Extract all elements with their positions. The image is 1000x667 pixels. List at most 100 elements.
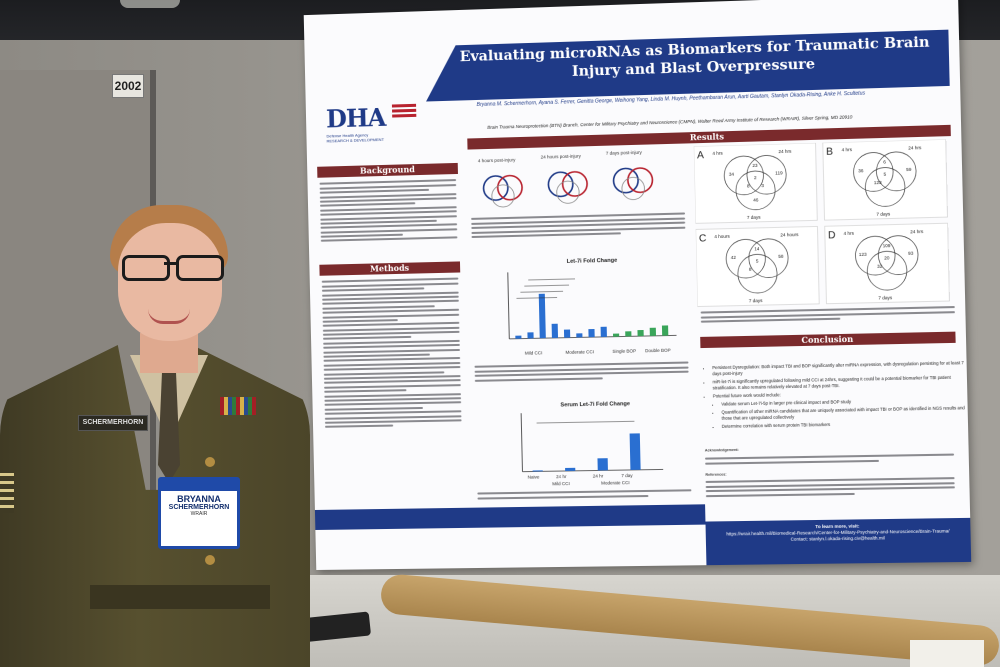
methods-text xyxy=(322,276,464,509)
badge-organization: WRAIR xyxy=(161,511,237,517)
venn-count: 34 xyxy=(729,172,735,177)
small-venn-diagrams xyxy=(473,159,678,213)
chart1-bar xyxy=(515,336,521,339)
venn-label: 4 hrs xyxy=(712,151,723,156)
venn-count: 42 xyxy=(731,255,737,260)
disclaimer-bar xyxy=(315,504,706,530)
chart1-group-1: Mild CCI xyxy=(525,350,543,355)
venn-label: 7 days xyxy=(749,298,764,303)
ngs-venn-panels: A4 hrs 24 hrs7 days342311928 346B 4 hrs 24 h… xyxy=(694,139,957,308)
presenter: SCHERMERHORN BRYANNA SCHERMERHORN WRAIR xyxy=(0,205,310,667)
learn-more-box: To learn more, visit: https://wrair.heal… xyxy=(705,518,971,565)
venn-time-label-2: 24 hours post-injury xyxy=(541,153,581,159)
venn-label: 24 hrs xyxy=(778,149,792,154)
venn-panel-letter: A xyxy=(697,150,704,161)
chart2-bar xyxy=(565,468,575,471)
references-text xyxy=(706,475,956,503)
chart1-bar xyxy=(613,334,619,337)
venn-count: 23 xyxy=(752,163,758,168)
venn-count: 20 xyxy=(884,255,890,260)
chart1-bar xyxy=(564,330,570,338)
venn-count: 36 xyxy=(858,168,864,173)
venn-label: 7 days xyxy=(876,211,891,216)
conclusion-heading: Conclusion xyxy=(700,332,955,348)
chart1-bar xyxy=(588,329,594,337)
venn-label: 4 hrs xyxy=(843,231,854,236)
chart1-bar xyxy=(539,294,546,339)
venn-panel-letter: B xyxy=(826,146,834,157)
chart1-bar xyxy=(625,331,631,336)
venn-label: 24 hrs xyxy=(910,229,924,234)
chart1-bar xyxy=(637,330,643,336)
acknowledgement-text xyxy=(705,451,954,469)
venn-label: 7 days xyxy=(747,215,762,220)
chart2-tick-4: 7 day xyxy=(621,473,632,478)
chart1-bar xyxy=(650,328,656,336)
venn-count: 93 xyxy=(908,251,914,256)
methods-heading: Methods xyxy=(319,261,460,275)
venn-count: 119 xyxy=(775,170,783,175)
figure3-caption xyxy=(701,304,956,332)
conference-name-badge: BRYANNA SCHERMERHORN WRAIR xyxy=(158,477,240,549)
chart2-bar xyxy=(597,458,607,470)
badge-first-name: BRYANNA xyxy=(161,494,237,504)
rank-chevron-icon xyxy=(0,473,14,513)
dha-logo: DHA Defense Health Agency RESEARCH & DEV… xyxy=(326,102,417,145)
significance-bracket xyxy=(524,285,569,286)
chart1-bar xyxy=(552,324,558,338)
badge-last-name: SCHERMERHORN xyxy=(161,504,237,511)
venn-label: 7 days xyxy=(878,295,893,300)
venn-count: 32 xyxy=(877,264,883,269)
venn-panel-letter: D xyxy=(828,230,836,241)
venn-label: 24 hours xyxy=(780,232,799,238)
chart2-bar xyxy=(533,470,543,471)
research-poster: DHA Defense Health Agency RESEARCH & DEV… xyxy=(304,0,972,570)
venn-panel: A 4 hrs 24 hrs 7 days 34 23 119 28 3 46 xyxy=(694,143,818,223)
eyeglasses-icon xyxy=(120,255,220,277)
figure1-caption xyxy=(471,210,686,254)
service-ribbons xyxy=(220,397,256,415)
chart1-group-2: Moderate CCI xyxy=(565,349,594,355)
chart1-bar xyxy=(576,333,582,337)
venn-count: 14 xyxy=(754,246,760,251)
venn-time-label-3: 7 days post-injury xyxy=(606,150,642,156)
venn-label: 24 hrs xyxy=(908,145,922,150)
uniform-belt xyxy=(90,585,270,609)
venn-count: 123 xyxy=(874,180,882,185)
chart2-bar xyxy=(630,433,641,470)
venn-count: 109 xyxy=(883,243,891,248)
chart1-bar xyxy=(662,325,668,335)
chart1-group-4: Double BOP xyxy=(645,348,671,354)
venn-24hr xyxy=(548,172,587,204)
chart2-group-label-2: Moderate CCI xyxy=(601,480,630,485)
venn-count: 58 xyxy=(778,254,784,259)
significance-bracket xyxy=(537,421,635,423)
significance-bracket xyxy=(520,291,563,292)
venn-count: 46 xyxy=(753,197,759,202)
significance-bracket xyxy=(516,297,557,298)
let7i-fold-change-chart xyxy=(496,264,681,349)
uniform-button xyxy=(205,457,215,467)
venn-panel: B 4 hrs 24 hrs 7 days 36 6 59 5123 xyxy=(823,139,948,220)
venn-panel-letter: C xyxy=(699,233,707,244)
significance-bracket xyxy=(528,279,575,280)
venn-panel: C4 hours 24 hours7 days42145858 xyxy=(696,226,820,306)
venn-time-label-1: 4 hours post-injury xyxy=(478,157,516,163)
venn-count: 59 xyxy=(906,167,912,172)
conclusion-list: Persistent Dysregulation: Both impact TB… xyxy=(702,360,968,432)
venn-count: 123 xyxy=(859,252,867,257)
chart1-bar xyxy=(527,332,533,338)
chart2-group-label-1: Mild CCI xyxy=(552,481,570,486)
venn-panel: D 4 hrs 24 hrs 7 days 123 109 93 2032 xyxy=(825,223,950,303)
venn-label: 4 hrs xyxy=(842,147,853,152)
figure2-caption xyxy=(474,359,689,393)
serum-let7i-chart xyxy=(509,408,674,473)
uniform-button xyxy=(205,555,215,565)
venn-7day xyxy=(613,168,653,200)
venn-4hr xyxy=(483,175,522,207)
badge-header xyxy=(161,480,237,491)
venn-label: 4 hours xyxy=(714,234,730,239)
poster-tube-label xyxy=(910,640,984,667)
ceiling-light xyxy=(120,0,180,8)
